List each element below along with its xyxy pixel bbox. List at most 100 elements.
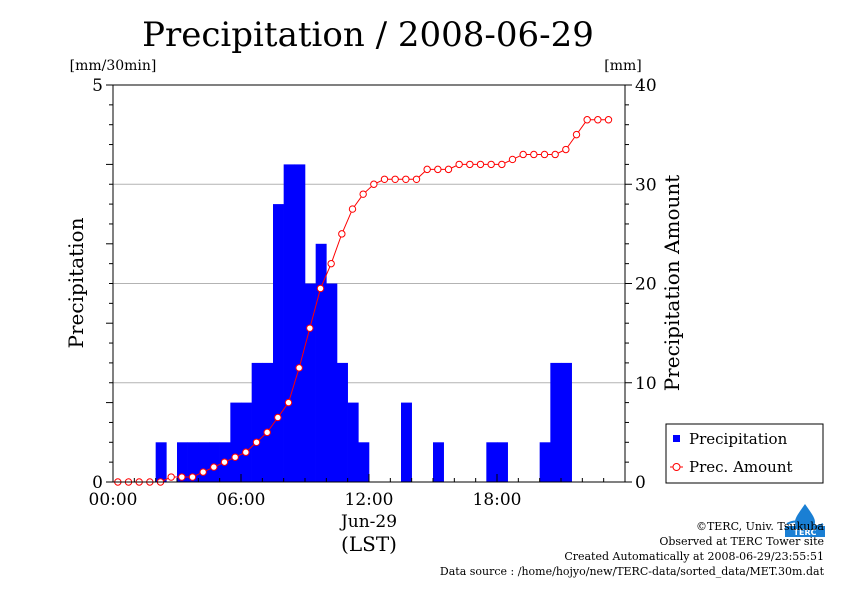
amount-point — [167, 473, 175, 481]
right-unit-label: [mm] — [604, 58, 641, 74]
credit-observed: Observed at TERC Tower site — [659, 535, 824, 548]
grid-lines — [113, 183, 625, 384]
amount-point — [306, 324, 314, 332]
credit-copyright: ©TERC, Univ. Tsukuba — [695, 520, 824, 533]
amount-point — [487, 160, 495, 169]
amount-point — [455, 160, 463, 169]
precipitation-bar — [273, 204, 284, 482]
precipitation-bar — [401, 402, 412, 482]
precipitation-bar — [561, 362, 572, 482]
amount-point — [572, 130, 581, 139]
amount-point — [380, 175, 389, 183]
x-axis-date-label: Jun-29 — [339, 512, 397, 532]
precipitation-bar — [283, 164, 295, 482]
amount-line — [117, 119, 609, 483]
amount-point — [391, 175, 399, 183]
precipitation-bar — [550, 362, 562, 482]
precipitation-bar — [486, 442, 498, 482]
x-tick-label: 06:00 — [217, 490, 266, 510]
amount-point — [604, 116, 613, 124]
y-right-tick-label: 30 — [635, 175, 657, 195]
precipitation-bar — [209, 442, 220, 482]
credit-created: Created Automatically at 2008-06-29/23:5… — [564, 550, 824, 563]
precipitation-bar — [262, 362, 274, 482]
x-tick-label: 18:00 — [473, 490, 522, 510]
precipitation-bar — [230, 402, 242, 482]
y-axis-right-label: Precipitation Amount — [660, 175, 684, 392]
legend-circle-icon — [672, 463, 681, 471]
y-right-tick-label: 0 — [635, 473, 646, 493]
x-axis-unit-label: (LST) — [341, 532, 397, 556]
x-tick-label: 00:00 — [89, 490, 138, 510]
amount-point — [551, 150, 559, 159]
amount-point — [348, 205, 357, 213]
precipitation-bar — [347, 402, 359, 482]
amount-point — [519, 150, 527, 159]
amount-point — [594, 116, 602, 124]
amount-point — [263, 428, 271, 437]
chart-title: Precipitation / 2008-06-29 — [142, 15, 594, 55]
amount-point — [316, 284, 325, 293]
precipitation-bar — [305, 283, 316, 482]
amount-point — [359, 190, 367, 198]
amount-point — [178, 473, 186, 481]
axis-ticks: 00:00 06:00 12:00 18:00 0 5 0 10 20 30 40 — [89, 76, 657, 510]
amount-point — [530, 150, 538, 159]
legend-label-precipitation: Precipitation — [689, 430, 788, 448]
precipitation-bar — [539, 442, 551, 482]
precipitation-bar — [251, 362, 263, 482]
x-tick-label: 12:00 — [345, 490, 394, 510]
amount-point — [220, 458, 229, 466]
precipitation-bars — [155, 164, 572, 482]
y-right-tick-label: 10 — [635, 374, 657, 394]
precipitation-amount-line — [114, 116, 613, 486]
amount-point — [476, 160, 485, 169]
amount-point — [210, 463, 218, 471]
precipitation-bar — [177, 442, 188, 482]
y-right-tick-label: 40 — [635, 76, 657, 96]
legend: Precipitation Prec. Amount — [665, 423, 824, 484]
precipitation-bar — [198, 442, 210, 482]
precipitation-bar — [187, 442, 199, 482]
amount-point — [295, 364, 303, 372]
amount-point — [274, 413, 282, 422]
y-left-tick-label: 0 — [92, 473, 103, 493]
amount-point — [423, 165, 431, 174]
y-left-tick-label: 5 — [92, 76, 103, 96]
amount-point — [188, 473, 197, 481]
y-right-tick-label: 20 — [635, 275, 657, 295]
amount-point — [540, 150, 549, 159]
amount-point — [370, 180, 378, 188]
amount-point — [284, 398, 293, 407]
left-unit-label: [mm/30min] — [70, 58, 157, 74]
precipitation-bar — [433, 442, 444, 482]
amount-point — [327, 259, 335, 268]
amount-point — [199, 468, 207, 476]
amount-point — [498, 160, 506, 169]
credits-block: ©TERC, Univ. Tsukuba Observed at TERC To… — [440, 519, 824, 579]
precipitation-bar — [315, 243, 327, 482]
precipitation-bar — [155, 442, 167, 482]
precipitation-bar — [358, 442, 370, 482]
logo-text: TERC — [794, 528, 817, 537]
precipitation-bar — [294, 164, 306, 482]
amount-point — [444, 165, 453, 174]
precipitation-bar — [497, 442, 508, 482]
amount-point — [242, 448, 250, 456]
amount-point — [412, 175, 421, 183]
amount-point — [252, 438, 261, 446]
legend-label-prec-amount: Prec. Amount — [689, 458, 793, 476]
amount-point — [338, 230, 346, 238]
amount-point — [402, 175, 410, 183]
precipitation-bar — [326, 283, 338, 482]
terc-logo-icon: TERC — [785, 504, 825, 537]
legend-box — [665, 423, 824, 484]
amount-point — [562, 145, 570, 154]
amount-point — [583, 116, 591, 124]
amount-point — [508, 155, 517, 164]
legend-bar-swatch — [673, 435, 680, 442]
credit-source: Data source : /home/hojyo/new/TERC-data/… — [439, 565, 824, 578]
amount-point — [466, 160, 474, 169]
amount-point — [231, 453, 239, 461]
